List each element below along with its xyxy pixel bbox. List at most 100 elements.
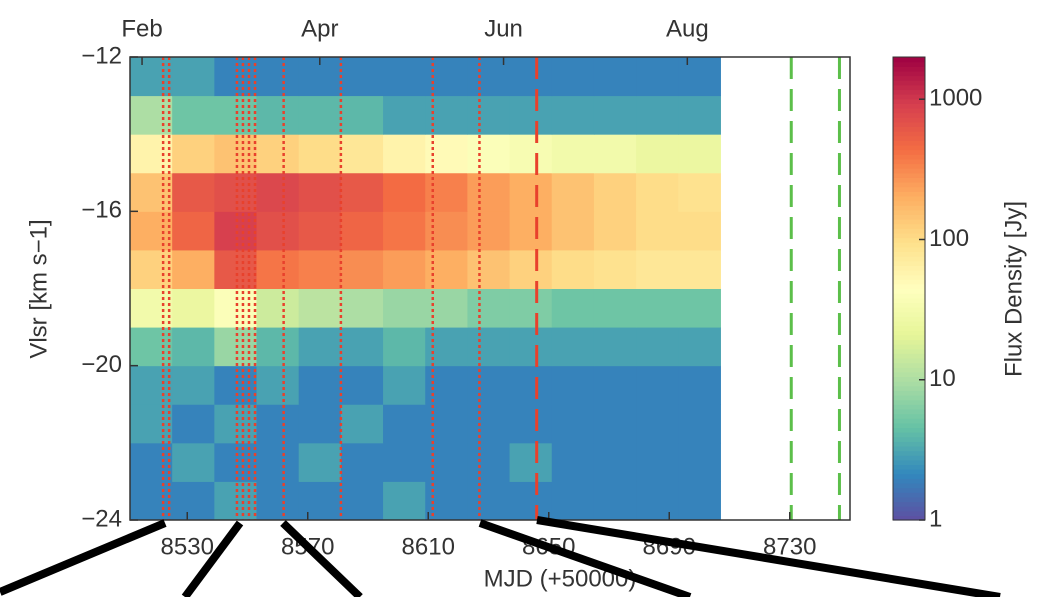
heatmap-cell xyxy=(467,288,511,328)
colorbar-segment xyxy=(893,163,925,169)
heatmap-cell xyxy=(172,365,215,405)
heatmap-cell xyxy=(340,211,384,251)
colorbar-segment xyxy=(893,422,925,428)
heatmap-cell xyxy=(214,134,258,174)
x-tick-label: 8610 xyxy=(402,533,455,560)
colorbar-segment xyxy=(893,61,925,67)
colorbar-segment xyxy=(893,195,925,202)
heatmap-cell xyxy=(678,249,721,289)
heatmap-cell xyxy=(678,211,721,251)
heatmap-cell xyxy=(467,442,511,482)
colorbar-segment xyxy=(893,399,925,405)
heatmap-cell xyxy=(172,172,215,212)
heatmap-cell xyxy=(636,288,679,328)
colorbar-segment xyxy=(893,117,925,123)
heatmap-cell xyxy=(340,134,384,174)
heatmap-cell xyxy=(340,288,384,328)
colorbar-segment xyxy=(893,325,925,331)
colorbar-segment xyxy=(893,186,925,192)
colorbar-segment xyxy=(893,135,925,141)
heatmap-cell xyxy=(256,211,300,251)
heatmap-cell xyxy=(383,211,426,251)
heatmap-cell xyxy=(214,249,258,289)
heatmap-cell xyxy=(256,481,300,521)
heatmap-cell xyxy=(214,327,258,367)
heatmap-cell xyxy=(678,134,721,174)
heatmap-cell xyxy=(298,442,342,482)
colorbar-segment xyxy=(893,344,925,350)
heatmap-cell xyxy=(467,404,511,444)
colorbar-segment xyxy=(893,154,925,160)
colorbar-segment xyxy=(893,307,925,313)
plot-frame xyxy=(129,56,851,521)
heatmap-cell xyxy=(551,481,595,521)
heatmap-cell xyxy=(214,288,258,328)
colorbar-segment xyxy=(893,219,925,225)
colorbar-segment xyxy=(893,293,925,299)
heatmap-cell xyxy=(383,288,426,328)
colorbar-segment xyxy=(893,98,925,104)
colorbar-segment xyxy=(893,362,925,368)
heatmap-cell xyxy=(593,172,637,212)
heatmap-cell xyxy=(172,211,215,251)
colorbar-segment xyxy=(893,251,925,257)
heatmap-cell xyxy=(256,134,300,174)
heatmap-cell xyxy=(509,211,553,251)
heatmap-cell xyxy=(425,365,468,405)
y-tick-label: −24 xyxy=(81,505,122,532)
heatmap-cell xyxy=(383,249,426,289)
colorbar-segment xyxy=(893,214,925,220)
colorbar-segment xyxy=(893,482,925,489)
heatmap-cell xyxy=(678,95,721,135)
colorbar-segment xyxy=(893,450,925,456)
heatmap-cell xyxy=(636,95,679,135)
heatmap-cell xyxy=(551,327,595,367)
colorbar-segment xyxy=(893,436,925,442)
heatmap-cell xyxy=(256,327,300,367)
colorbar-segment xyxy=(893,283,925,290)
heatmap-cell xyxy=(214,172,258,212)
heatmap-cell xyxy=(593,365,637,405)
heatmap-cell xyxy=(425,95,468,135)
colorbar-segment xyxy=(893,131,925,137)
heatmap-cell xyxy=(340,442,384,482)
connector-line xyxy=(181,520,244,597)
colorbar-segment xyxy=(893,348,925,354)
heatmap-cell xyxy=(551,288,595,328)
colorbar-segment xyxy=(893,418,925,424)
heatmap-cell xyxy=(172,57,215,97)
colorbar-segment xyxy=(893,107,925,114)
heatmap-cell xyxy=(256,172,300,212)
y-axis-label: Vlsr [km s−1] xyxy=(25,219,52,358)
heatmap-cell xyxy=(383,95,426,135)
colorbar-segment xyxy=(893,302,925,308)
colorbar-segment xyxy=(893,191,925,197)
colorbar-segment xyxy=(893,469,925,475)
heatmap-cell xyxy=(130,249,173,289)
colorbar-segment xyxy=(893,445,925,452)
heatmap-cell xyxy=(593,134,637,174)
heatmap-cell xyxy=(298,327,342,367)
colorbar-segment xyxy=(893,89,925,95)
colorbar-segment xyxy=(893,478,925,484)
colorbar-segment xyxy=(893,121,925,128)
colorbar-segment xyxy=(893,112,925,118)
heatmap-cell xyxy=(383,365,426,405)
heatmap-cell xyxy=(678,327,721,367)
heatmap-cell xyxy=(298,134,342,174)
colorbar-tick-label: 100 xyxy=(929,225,969,252)
heatmap-cell xyxy=(340,404,384,444)
heatmap-cell xyxy=(551,172,595,212)
colorbar-segment xyxy=(893,66,925,72)
heatmap-cell xyxy=(298,249,342,289)
colorbar-segment xyxy=(893,376,925,382)
heatmap-cell xyxy=(172,249,215,289)
colorbar-segment xyxy=(893,75,925,81)
heatmap-cell xyxy=(383,481,426,521)
heatmap-cell xyxy=(467,481,511,521)
heatmap-cell xyxy=(509,481,553,521)
heatmap-cell xyxy=(593,442,637,482)
heatmap-cell xyxy=(636,57,679,97)
heatmap-cell xyxy=(340,249,384,289)
heatmap-cell xyxy=(130,172,173,212)
